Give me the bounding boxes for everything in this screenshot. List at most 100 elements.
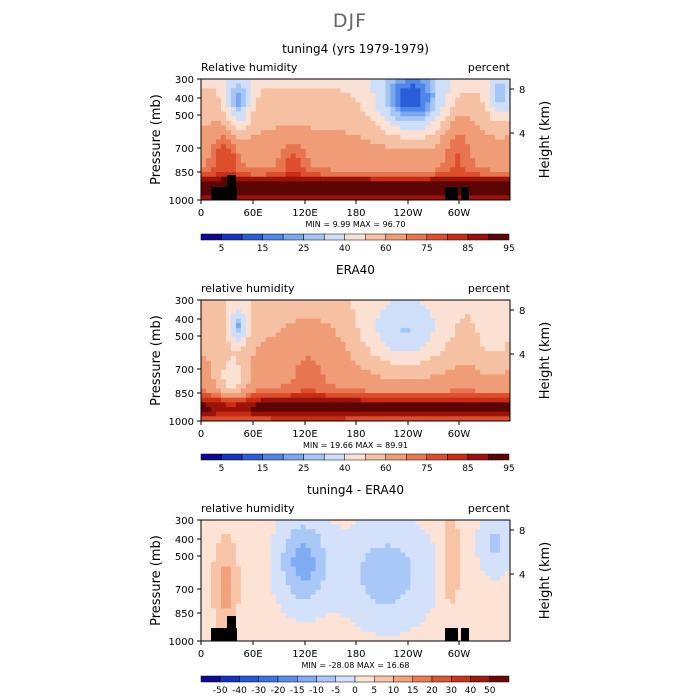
heatmap-cell xyxy=(460,571,466,577)
heatmap-cell xyxy=(330,533,336,540)
heatmap-cell xyxy=(460,176,466,182)
heatmap-cell xyxy=(415,613,421,619)
heatmap-cell xyxy=(330,411,336,417)
heatmap-cell xyxy=(265,120,272,126)
heatmap-cell xyxy=(315,130,322,136)
heatmap-cell xyxy=(375,608,381,614)
heatmap-cell xyxy=(335,313,341,320)
heatmap-cell xyxy=(465,323,471,329)
colorbar-label: 40 xyxy=(339,464,351,474)
heatmap-cell xyxy=(425,125,431,131)
heatmap-cell xyxy=(435,162,441,168)
heatmap-cell xyxy=(275,393,282,399)
heatmap-cell xyxy=(440,341,446,347)
heatmap-cell xyxy=(265,167,272,173)
heatmap-cell xyxy=(505,181,510,187)
heatmap-cell xyxy=(370,346,376,352)
heatmap-cell xyxy=(245,617,252,623)
heatmap-cell xyxy=(330,369,336,375)
heatmap-cell xyxy=(420,88,426,94)
heatmap-cell xyxy=(335,162,341,168)
heatmap-cell xyxy=(265,617,272,623)
heatmap-cell xyxy=(355,88,361,94)
heatmap-cell xyxy=(310,304,317,310)
heatmap-cell xyxy=(370,402,376,408)
heatmap-cell xyxy=(335,300,341,306)
heatmap-cell xyxy=(490,106,496,112)
heatmap-cell xyxy=(335,538,341,544)
heatmap-cell xyxy=(325,88,331,94)
heatmap-cell xyxy=(305,585,312,591)
heatmap-cell xyxy=(385,585,391,591)
heatmap-cell xyxy=(280,153,287,159)
heatmap-cell xyxy=(420,543,426,549)
heatmap-cell xyxy=(315,181,322,187)
heatmap-cell xyxy=(450,323,456,329)
heatmap-cell xyxy=(345,374,351,380)
heatmap-cell xyxy=(505,176,510,182)
heatmap-cell xyxy=(275,374,282,380)
heatmap-cell xyxy=(390,566,396,572)
heatmap-cell xyxy=(470,416,476,421)
heatmap-cell xyxy=(280,369,287,375)
heatmap-cell xyxy=(255,383,262,389)
heatmap-cell xyxy=(455,599,461,605)
heatmap-cell xyxy=(275,318,282,324)
heatmap-cell xyxy=(295,369,302,375)
heatmap-cell xyxy=(350,139,356,145)
heatmap-cell xyxy=(345,139,351,145)
heatmap-cell xyxy=(445,594,451,600)
heatmap-cell xyxy=(415,608,421,614)
heatmap-cell xyxy=(400,594,406,600)
heatmap-cell xyxy=(370,547,376,553)
heatmap-cell xyxy=(260,402,267,408)
heatmap-cell xyxy=(400,116,406,122)
heatmap-cell xyxy=(420,120,426,126)
heatmap-cell xyxy=(385,355,391,361)
heatmap-cell xyxy=(450,120,456,126)
heatmap-cell xyxy=(235,139,242,145)
heatmap-cell xyxy=(360,351,366,357)
heatmap-cell xyxy=(495,167,501,173)
heatmap-cell xyxy=(420,580,426,586)
heatmap-cell xyxy=(320,594,326,600)
heatmap-cell xyxy=(360,547,366,553)
heatmap-cell xyxy=(300,622,307,628)
heatmap-cell xyxy=(345,543,351,549)
heatmap-cell xyxy=(325,355,331,361)
heatmap-cell xyxy=(335,153,341,159)
heatmap-cell xyxy=(430,360,436,366)
heatmap-cell xyxy=(380,613,386,619)
heatmap-cell xyxy=(205,323,212,329)
heatmap-cell xyxy=(260,557,267,563)
heatmap-cell xyxy=(500,116,506,122)
heatmap-cell xyxy=(490,369,496,375)
heatmap-cell xyxy=(485,327,491,333)
heatmap-cell xyxy=(355,323,361,329)
heatmap-cell xyxy=(390,360,396,366)
heatmap-cell xyxy=(330,538,336,544)
heatmap-cell xyxy=(410,111,416,117)
heatmap-cell xyxy=(335,186,341,192)
heatmap-cell xyxy=(215,148,222,154)
heatmap-cell xyxy=(370,139,376,145)
heatmap-cell xyxy=(300,407,307,413)
heatmap-cell xyxy=(500,346,506,352)
heatmap-cell xyxy=(440,374,446,380)
heatmap-cell xyxy=(320,88,326,94)
heatmap-cell xyxy=(250,144,257,150)
heatmap-cell xyxy=(460,172,466,178)
heatmap-cell xyxy=(285,552,292,558)
heatmap-cell xyxy=(260,148,267,154)
heatmap-cell xyxy=(325,144,331,150)
heatmap-cell xyxy=(435,636,441,641)
heatmap-cell xyxy=(305,388,312,394)
heatmap-cell xyxy=(201,158,207,164)
heatmap-cell xyxy=(435,176,441,182)
heatmap-cell xyxy=(430,529,436,535)
heatmap-cell xyxy=(210,407,217,413)
heatmap-cell xyxy=(500,379,506,385)
heatmap-cell xyxy=(495,102,501,108)
heatmap-cell xyxy=(305,148,312,154)
heatmap-cell xyxy=(205,365,212,371)
